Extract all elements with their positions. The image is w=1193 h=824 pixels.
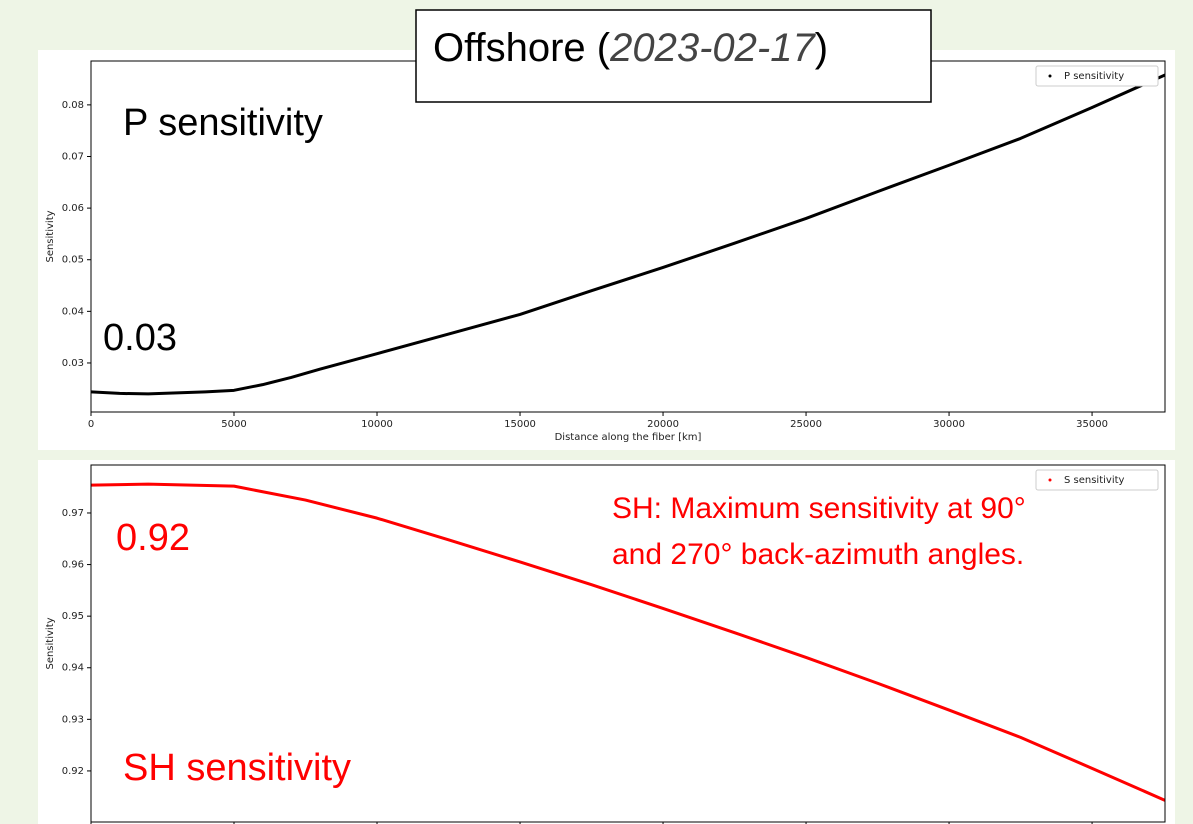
annotation: and 270° back-azimuth angles.: [612, 538, 1024, 571]
panel-background: [38, 50, 1175, 450]
annotation: P sensitivity: [123, 102, 323, 144]
y-tick-label: 0.92: [62, 766, 84, 777]
y-tick-label: 0.94: [62, 663, 84, 674]
plot-area: [91, 482, 1165, 802]
legend-box: [1035, 469, 1159, 491]
y-tick-label: 0.96: [62, 560, 84, 571]
legend-label: P sensitivity: [1064, 71, 1124, 82]
y-tick-label: 0.04: [62, 306, 84, 317]
x-tick-label: 5000: [221, 419, 246, 430]
y-tick-label: 0.97: [62, 508, 84, 519]
x-tick-label: 30000: [933, 419, 965, 430]
title-date: 2023-02-17: [609, 26, 816, 70]
data-line: [91, 482, 1165, 802]
x-tick-label: 10000: [361, 419, 393, 430]
y-tick-label: 0.06: [62, 203, 84, 214]
title-part: Offshore (: [433, 26, 611, 70]
data-line: [91, 73, 1165, 396]
y-tick-label: 0.08: [62, 100, 84, 111]
annotation: 0.92: [116, 517, 190, 559]
y-tick-label: 0.05: [62, 255, 84, 266]
plots: 0.03 0.04 0.05 0.06 0.07 0.08 0 5000 10000 15000 2…: [45, 60, 1166, 824]
chart-title: Offshore (2023-02-17): [433, 26, 828, 70]
legend-marker: [1048, 74, 1052, 78]
y-axis-label: Sensitivity: [45, 210, 56, 262]
annotation: 0.03: [103, 317, 177, 359]
legend-box: [1035, 65, 1159, 87]
y-tick-label: 0.93: [62, 714, 84, 725]
legend-marker: [1048, 478, 1052, 482]
title-box: [415, 9, 932, 103]
y-tick-label: 0.03: [62, 358, 84, 369]
y-tick-label: 0.95: [62, 611, 84, 622]
panel-background: [38, 460, 1175, 824]
x-tick-label: 25000: [790, 419, 822, 430]
x-tick-label: 15000: [504, 419, 536, 430]
y-tick-label: 0.07: [62, 151, 84, 162]
title-part: ): [815, 26, 828, 70]
x-axis-label: Distance along the fiber [km]: [555, 432, 702, 443]
annotation: SH: Maximum sensitivity at 90°: [612, 492, 1026, 525]
x-tick-label: 20000: [647, 419, 679, 430]
y-axis-label: Sensitivity: [45, 617, 56, 669]
plot-area: [91, 73, 1165, 396]
axes-frame: [90, 464, 1166, 823]
legend-label: S sensitivity: [1064, 475, 1125, 486]
annotation: SH sensitivity: [123, 747, 351, 789]
x-tick-label: 0: [88, 419, 94, 430]
x-tick-label: 35000: [1076, 419, 1108, 430]
